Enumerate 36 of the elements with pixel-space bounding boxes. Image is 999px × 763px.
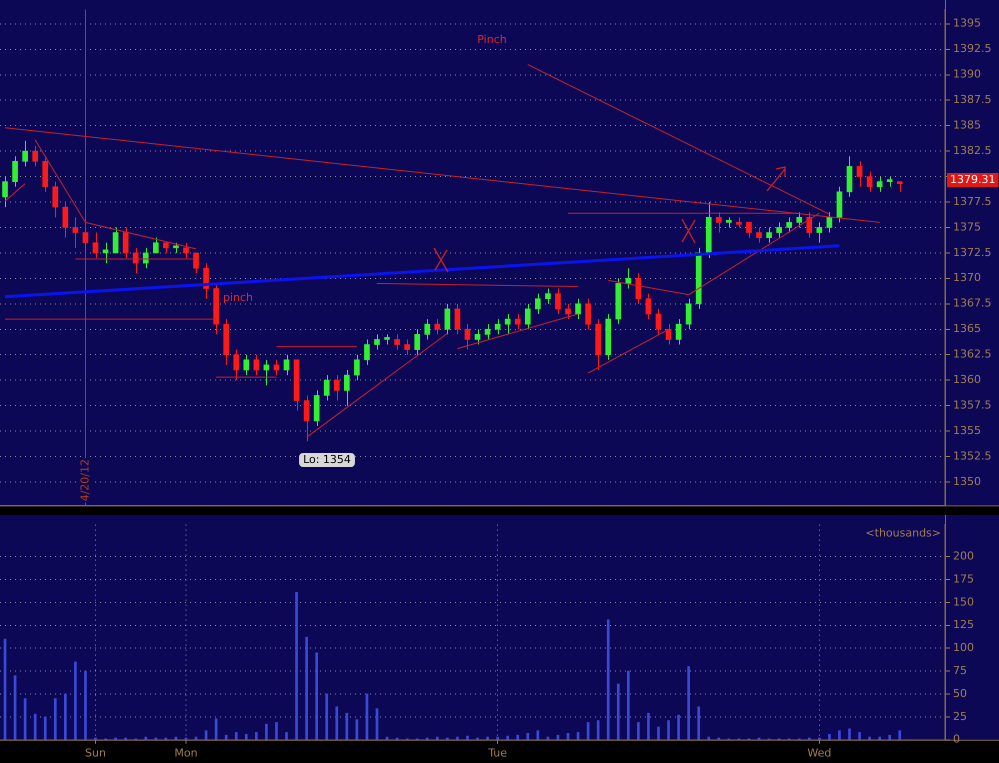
y-tick-label: 100 (953, 641, 974, 654)
text: 1379.31 (950, 172, 996, 186)
y-tick-label: 1367.5 (953, 296, 992, 310)
x-tick-label: Tue (487, 746, 508, 760)
y-tick-label: 25 (953, 710, 967, 723)
y-tick-label: 1392.5 (953, 42, 992, 56)
annotation: pinch (222, 290, 254, 304)
annotation: Lo: 1354 (303, 452, 351, 466)
y-tick-label: 1390 (953, 68, 981, 81)
annotation: Pinch (477, 32, 507, 46)
x-tick-label: Wed (807, 746, 832, 760)
x-tick-label: Mon (174, 746, 198, 760)
y-tick-label: 1362.5 (953, 348, 992, 361)
x-tick-label: Sun (85, 746, 106, 760)
y-tick-label: 1355 (953, 424, 981, 437)
y-tick-label: 1352.5 (953, 449, 992, 462)
y-tick-label: 125 (953, 618, 974, 632)
y-tick-label: 1372.5 (953, 246, 992, 259)
y-tick-label: 1395 (953, 16, 981, 30)
y-tick-label: 200 (953, 550, 974, 563)
y-tick-label: 1382.5 (953, 144, 992, 157)
y-tick-label: 150 (953, 595, 974, 608)
y-tick-label: 1365 (953, 322, 981, 336)
y-tick-label: 1360 (953, 373, 981, 386)
y-tick-label: 1370 (953, 271, 981, 284)
x-tick-label: 4/20/12 (78, 458, 92, 502)
y-tick-label: 1350 (953, 474, 981, 488)
y-tick-label: 1375 (953, 220, 981, 234)
y-tick-label: 1387.5 (953, 93, 992, 106)
y-tick-label: 1357.5 (953, 398, 992, 412)
y-tick-label: 50 (953, 686, 967, 700)
y-tick-label: 1377.5 (953, 194, 992, 208)
y-axis-title: <thousands> (865, 526, 941, 540)
y-tick-label: 175 (953, 572, 974, 586)
y-tick-label: 75 (953, 664, 967, 677)
y-tick-label: 1385 (953, 118, 981, 132)
